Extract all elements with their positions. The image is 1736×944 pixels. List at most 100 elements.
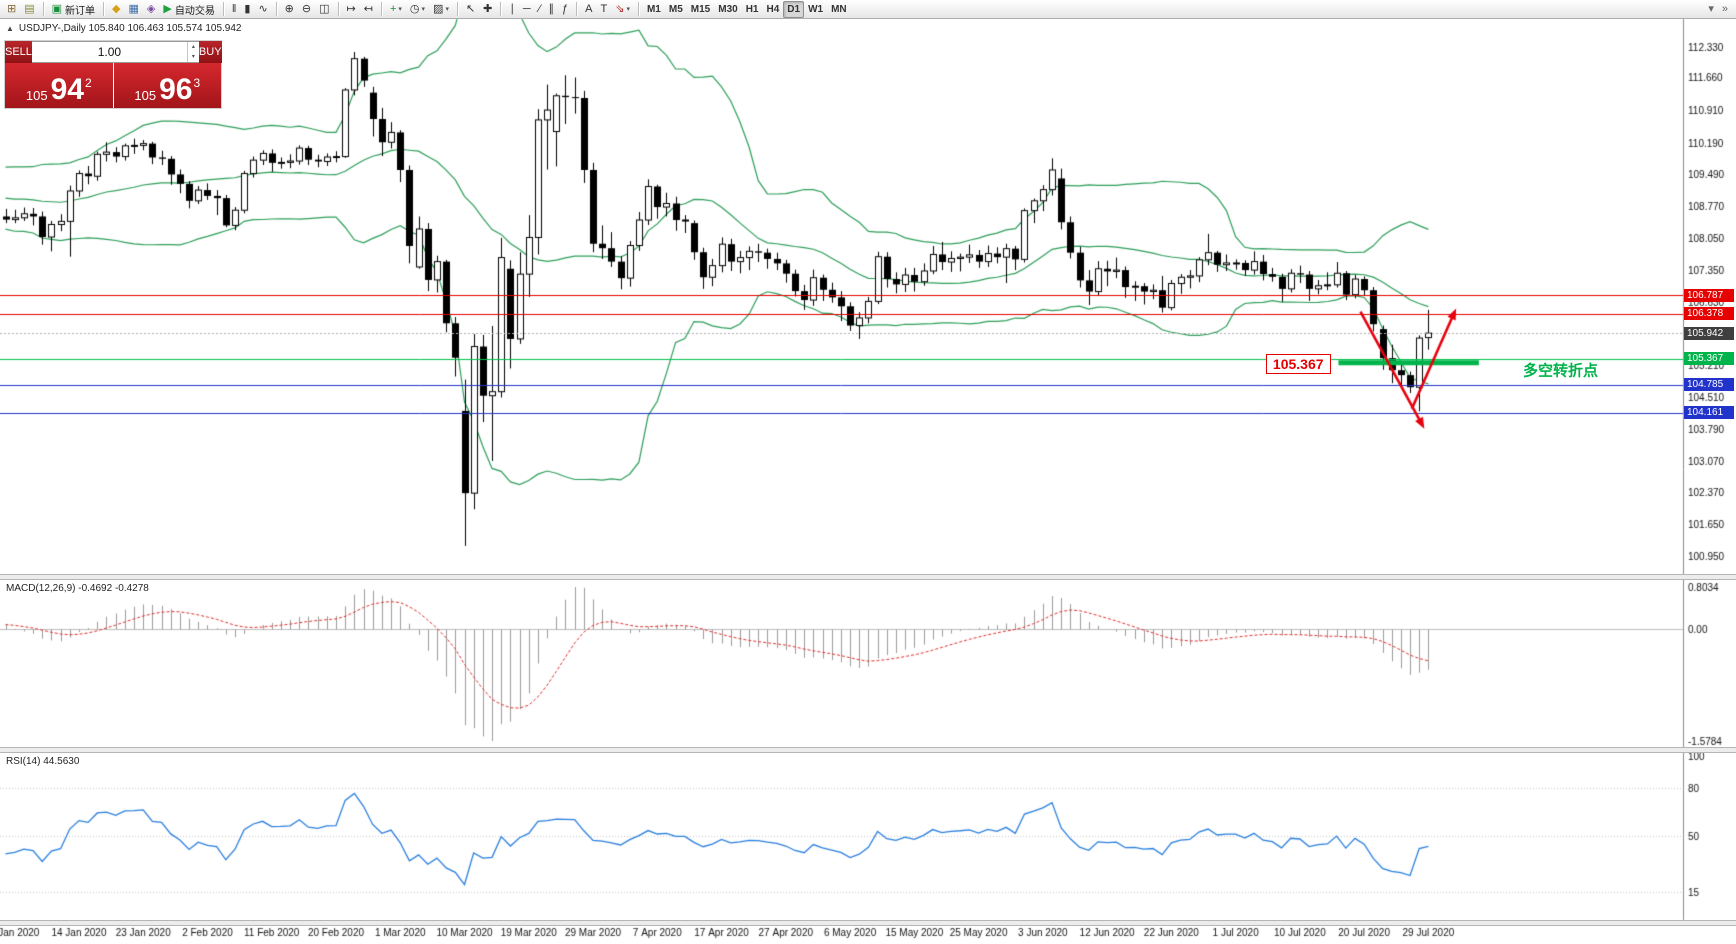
- price-annotation-box[interactable]: 105.367: [1265, 353, 1331, 374]
- terminal-icon: ▦: [128, 2, 139, 15]
- toolbar-separator: [637, 2, 639, 16]
- toolbar-customize-icon: ▾: [1708, 3, 1714, 15]
- pane-splitter-rsi[interactable]: [0, 747, 1736, 753]
- vertical-line-icon: ∣: [509, 2, 515, 15]
- tile-windows[interactable]: ◫: [315, 1, 333, 18]
- price-tag-106-378[interactable]: 106.378: [1684, 307, 1734, 321]
- sell-button[interactable]: SELL: [5, 41, 32, 63]
- volume-down-button[interactable]: ▾: [191, 54, 195, 60]
- turning-point-note[interactable]: 多空转折点: [1522, 362, 1598, 380]
- terminal[interactable]: ▦: [125, 1, 143, 18]
- line-chart-mode[interactable]: ∿: [254, 1, 271, 18]
- timeframe-mn[interactable]: MN: [827, 1, 851, 18]
- timeframe-m5-label: M5: [668, 3, 683, 15]
- text[interactable]: A: [581, 1, 596, 18]
- pane-splitter-macd[interactable]: [0, 574, 1736, 580]
- buy-price-sup: 3: [193, 76, 201, 90]
- time-axis[interactable]: [0, 926, 1683, 944]
- price-axis[interactable]: [1684, 19, 1736, 920]
- timeframe-m5[interactable]: M5: [665, 1, 687, 18]
- chart-shift[interactable]: ↤: [360, 1, 377, 18]
- timeframe-m30-label: M30: [718, 3, 738, 15]
- metaeditor-icon: ◆: [112, 2, 121, 15]
- periods[interactable]: ◷ ▾: [406, 1, 429, 18]
- metaeditor[interactable]: ◆: [108, 1, 124, 18]
- pane-splitter-timeline[interactable]: [0, 920, 1736, 926]
- buy-price-button[interactable]: 105 96 3: [113, 63, 221, 108]
- toolbar-more[interactable]: »: [1718, 1, 1732, 18]
- timeframe-h4[interactable]: H4: [762, 1, 783, 18]
- candlestick-mode-icon: ▮: [244, 2, 251, 15]
- toolbar-separator: [222, 2, 224, 16]
- equidistant-channel-icon: ∥: [548, 2, 555, 15]
- toolbar-right: ▾»: [1704, 0, 1732, 19]
- sell-price-button[interactable]: 105 94 2: [5, 63, 113, 108]
- templates[interactable]: ▨ ▾: [429, 1, 453, 18]
- volume-up-button[interactable]: ▴: [191, 44, 195, 50]
- price-tag-104-161[interactable]: 104.161: [1684, 406, 1734, 420]
- timeframe-h4-label: H4: [766, 3, 780, 15]
- chart-shift-icon: ↤: [363, 2, 373, 15]
- buy-price-big: 96: [159, 73, 193, 106]
- strategy-tester[interactable]: ◈: [143, 1, 159, 18]
- auto-scroll[interactable]: ↦: [343, 1, 360, 18]
- toolbar-separator: [456, 2, 458, 16]
- price-tag-105-367[interactable]: 105.367: [1684, 352, 1734, 366]
- crosshair[interactable]: ✚: [479, 1, 496, 18]
- strategy-tester-icon: ◈: [146, 2, 156, 15]
- indicators[interactable]: + ▾: [386, 1, 406, 18]
- bar-chart-mode[interactable]: ‖: [228, 1, 241, 18]
- one-click-trading-panel: SELL ▴ ▾ BUY 105 94 2 105 96 3: [5, 41, 222, 108]
- one-click-panel-toggle[interactable]: ▲: [6, 24, 14, 33]
- horizontal-line-icon: ─: [522, 2, 531, 15]
- timeframe-m15[interactable]: M15: [687, 1, 714, 18]
- arrows-objects[interactable]: ⇘ ▾: [611, 1, 634, 18]
- toolbar-separator: [337, 2, 339, 16]
- zoom-in[interactable]: ⊕: [281, 1, 298, 18]
- volume-input[interactable]: [31, 42, 187, 62]
- trendline[interactable]: ∕: [535, 1, 545, 18]
- auto-trading-label: 自动交易: [174, 5, 215, 17]
- timeframe-w1[interactable]: W1: [804, 1, 827, 18]
- bar-chart-mode-icon: ‖: [231, 2, 237, 15]
- profiles[interactable]: ▤: [20, 1, 38, 18]
- sell-price-big: 94: [50, 73, 84, 106]
- price-tag-106-787[interactable]: 106.787: [1684, 288, 1734, 302]
- new-chart[interactable]: ⊞: [3, 1, 20, 18]
- sell-price-sup: 2: [84, 76, 92, 90]
- profiles-icon: ▤: [24, 2, 35, 15]
- auto-trading[interactable]: ▶ 自动交易: [159, 1, 218, 18]
- buy-button[interactable]: BUY: [198, 41, 222, 63]
- text-label[interactable]: T: [597, 1, 612, 18]
- equidistant-channel[interactable]: ∥: [545, 1, 559, 18]
- zoom-out[interactable]: ⊖: [298, 1, 315, 18]
- templates-caret-icon: ▾: [445, 6, 449, 13]
- timeframe-m30[interactable]: M30: [714, 1, 741, 18]
- auto-trading-icon: ▶: [163, 2, 172, 15]
- text-label-icon: T: [600, 2, 608, 15]
- tile-windows-icon: ◫: [319, 2, 330, 15]
- buy-price-prefix: 105: [134, 88, 157, 103]
- timeframe-m1[interactable]: M1: [643, 1, 665, 18]
- sell-price-prefix: 105: [25, 88, 48, 103]
- text-icon: A: [585, 2, 593, 15]
- cursor[interactable]: ↖: [462, 1, 479, 18]
- cursor-icon: ↖: [465, 2, 476, 15]
- symbol-ohlc-text: USDJPY-,Daily 105.840 106.463 105.574 10…: [18, 23, 242, 34]
- timeframe-d1[interactable]: D1: [783, 0, 805, 18]
- vertical-line[interactable]: ∣: [505, 1, 519, 18]
- price-tag-104-785[interactable]: 104.785: [1684, 378, 1734, 392]
- toolbar-customize[interactable]: ▾: [1704, 1, 1718, 18]
- new-order-icon: ▣: [51, 2, 63, 15]
- zoom-in-icon: ⊕: [284, 2, 294, 15]
- candlestick-mode[interactable]: ▮: [240, 1, 254, 18]
- volume-spinner: ▴ ▾: [186, 42, 199, 62]
- toolbar-separator: [380, 2, 382, 16]
- timeframe-h1[interactable]: H1: [742, 1, 763, 18]
- periods-caret-icon: ▾: [421, 6, 426, 13]
- toolbar-separator: [42, 2, 44, 16]
- fibonacci[interactable]: ƒ: [558, 1, 572, 18]
- new-order[interactable]: ▣ 新订单: [48, 1, 99, 18]
- horizontal-line[interactable]: ─: [519, 1, 535, 18]
